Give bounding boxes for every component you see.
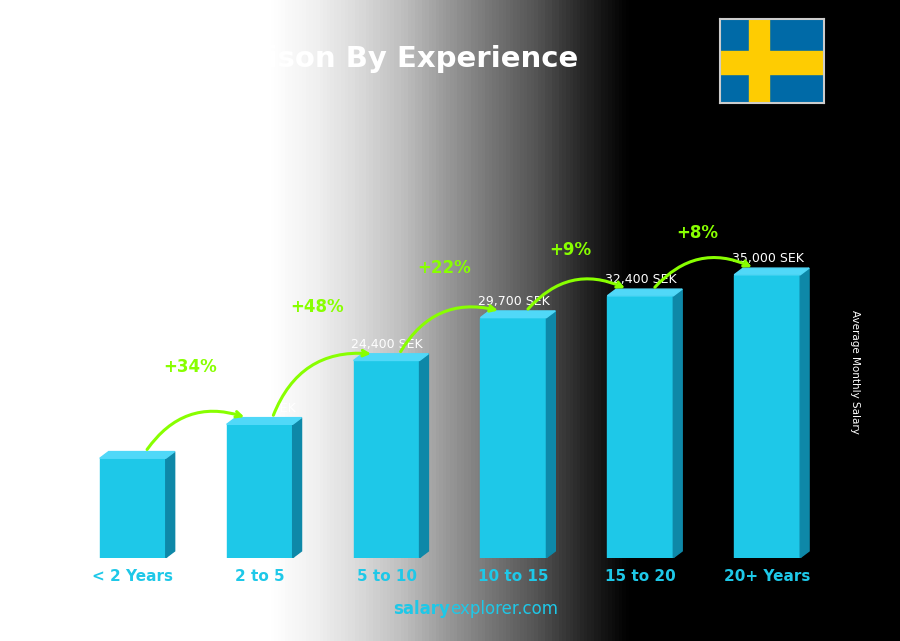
Text: Average Monthly Salary: Average Monthly Salary (850, 310, 860, 434)
Text: salary: salary (393, 600, 450, 618)
Polygon shape (546, 311, 555, 558)
Bar (481, 318, 546, 558)
Bar (749, 19, 769, 103)
Polygon shape (419, 354, 428, 558)
Text: explorer.com: explorer.com (450, 600, 558, 618)
Text: 16,500 SEK: 16,500 SEK (224, 402, 296, 415)
Bar (100, 458, 166, 558)
Polygon shape (292, 418, 302, 558)
Text: 35,000 SEK: 35,000 SEK (732, 252, 804, 265)
Polygon shape (227, 418, 302, 424)
Text: +8%: +8% (677, 224, 718, 242)
Text: +48%: +48% (290, 298, 344, 316)
Text: Salary Comparison By Experience: Salary Comparison By Experience (27, 45, 578, 73)
Bar (354, 360, 419, 558)
Bar (720, 51, 824, 74)
Polygon shape (100, 451, 175, 458)
Bar (227, 424, 292, 558)
Polygon shape (354, 354, 428, 360)
Bar (734, 275, 800, 558)
Bar (608, 296, 673, 558)
Polygon shape (673, 289, 682, 558)
Text: 12,300 SEK: 12,300 SEK (97, 433, 169, 446)
Text: +34%: +34% (163, 358, 217, 376)
Text: Personal Assistant: Personal Assistant (27, 103, 205, 122)
Polygon shape (481, 311, 555, 318)
Text: +9%: +9% (550, 242, 591, 260)
Polygon shape (166, 451, 175, 558)
Text: 32,400 SEK: 32,400 SEK (605, 273, 677, 286)
Polygon shape (800, 268, 809, 558)
Text: 29,700 SEK: 29,700 SEK (478, 295, 550, 308)
Polygon shape (734, 268, 809, 275)
Text: 24,400 SEK: 24,400 SEK (351, 338, 423, 351)
Polygon shape (608, 289, 682, 296)
Text: +22%: +22% (417, 259, 471, 277)
